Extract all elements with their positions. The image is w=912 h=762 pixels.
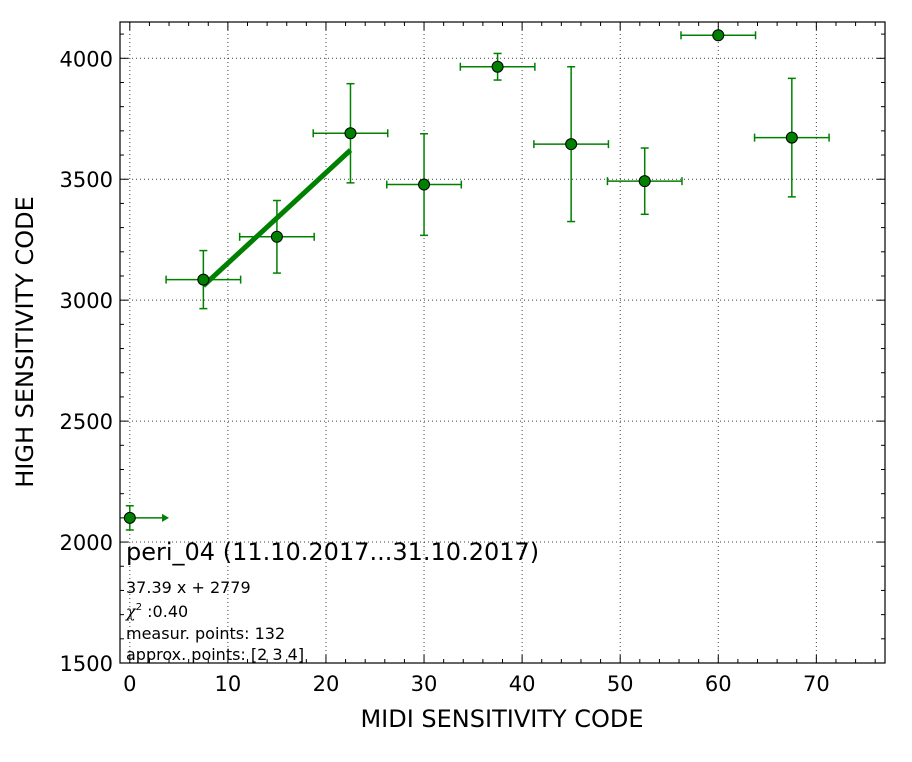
grid bbox=[120, 22, 885, 664]
data-point bbox=[418, 178, 431, 191]
fit-equation: 37.39 x + 2779 bbox=[126, 578, 251, 597]
data-point bbox=[491, 60, 504, 73]
data-point bbox=[638, 175, 651, 188]
x-axis-title: MIDI SENSITIVITY CODE bbox=[360, 705, 643, 733]
data-point bbox=[270, 230, 283, 243]
data-point bbox=[344, 127, 357, 140]
approx-points: approx. points: [2 3 4] bbox=[126, 645, 304, 664]
data-point bbox=[565, 138, 578, 151]
x-tick-label: 70 bbox=[803, 672, 830, 696]
limit-arrow-head bbox=[162, 513, 170, 522]
y-tick-label: 1500 bbox=[60, 652, 113, 676]
x-tick-label: 40 bbox=[509, 672, 536, 696]
data-layer bbox=[123, 29, 830, 531]
x-tick-label: 50 bbox=[607, 672, 634, 696]
tick-labels: 0 10 20 30 40 50 60 70 1500 2000 2500 3000 3500 4000 bbox=[60, 47, 830, 696]
annotation-title: peri_04 (11.10.2017...31.10.2017) bbox=[126, 538, 539, 566]
data-point bbox=[197, 273, 210, 286]
fit-line bbox=[201, 148, 353, 288]
y-tick-label: 3000 bbox=[60, 289, 113, 313]
y-axis-title: HIGH SENSITIVITY CODE bbox=[11, 196, 39, 488]
x-tick-label: 10 bbox=[215, 672, 242, 696]
plot-frame bbox=[119, 21, 886, 664]
x-tick-label: 60 bbox=[705, 672, 732, 696]
data-point bbox=[785, 131, 798, 144]
x-tick-label: 30 bbox=[411, 672, 438, 696]
data-point bbox=[123, 511, 136, 524]
y-tick-label: 4000 bbox=[60, 47, 113, 71]
chi-symbol: χ bbox=[125, 602, 137, 621]
y-tick-label: 2500 bbox=[60, 410, 113, 434]
annotation-block: peri_04 (11.10.2017...31.10.2017) 37.39 … bbox=[125, 538, 539, 664]
data-point bbox=[712, 29, 725, 42]
y-tick-label: 2000 bbox=[60, 531, 113, 555]
measur-points: measur. points: 132 bbox=[126, 624, 285, 643]
y-tick-label: 3500 bbox=[60, 168, 113, 192]
x-tick-label: 0 bbox=[123, 672, 136, 696]
chi-value: :0.40 bbox=[142, 602, 188, 621]
x-tick-label: 20 bbox=[313, 672, 340, 696]
chi-superscript: 2 bbox=[136, 602, 142, 613]
chi-square-line: χ2 :0.40 bbox=[125, 602, 188, 621]
